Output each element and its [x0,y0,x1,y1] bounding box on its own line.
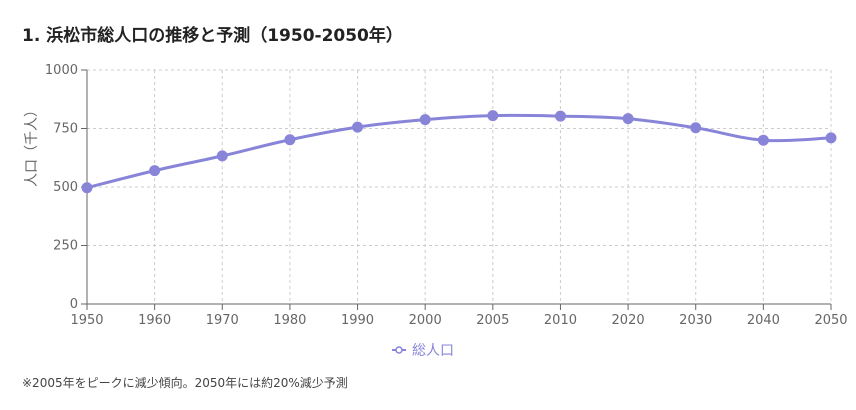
y-tick-label: 1000 [45,63,78,78]
legend-line-marker-icon [392,346,406,354]
x-tick-label: 2010 [544,313,577,328]
data-point-2030[interactable] [690,122,702,134]
x-tick-label: 1960 [138,313,171,328]
x-tick-label: 1980 [273,313,306,328]
x-tick-label: 2020 [612,313,645,328]
data-point-2040[interactable] [757,134,769,146]
data-point-1960[interactable] [149,165,161,177]
y-tick-label: 250 [53,239,78,254]
x-axis-ticks: 1950 1960 1970 1980 1990 2000 2005 2010 2020 2030… [70,304,848,328]
data-point-2010[interactable] [554,110,566,122]
x-tick-label: 1990 [341,313,374,328]
legend-label-total-population: 総人口 [412,343,454,359]
footnote: ※2005年をピークに減少傾向。2050年には約20%減少予測 [22,376,348,390]
data-point-2020[interactable] [622,113,634,125]
data-point-1950[interactable] [81,182,93,194]
chart-title: 1. 浜松市総人口の推移と予測（1950-2050年） [22,26,403,46]
x-tick-label: 2050 [814,313,847,328]
data-point-2050[interactable] [825,132,837,144]
line-chart: 0 250 500 750 1000 1950 1960 1970 1980 1990 2000 2… [24,63,848,328]
y-tick-label: 750 [53,122,78,137]
legend[interactable]: 総人口 [392,340,454,360]
x-tick-label: 2000 [409,313,442,328]
data-point-2005[interactable] [487,110,499,122]
x-tick-label: 1970 [206,313,239,328]
series-line-total-population [86,113,832,190]
x-tick-label: 2030 [679,313,712,328]
x-tick-label: 1950 [70,313,103,328]
y-tick-label: 500 [53,180,78,195]
x-tick-label: 2040 [747,313,780,328]
data-point-1970[interactable] [216,150,228,162]
x-tick-label: 2005 [476,313,509,328]
data-point-2000[interactable] [419,114,431,126]
data-points [81,110,837,194]
y-axis-label: 人口（千人） [24,103,40,187]
data-point-1990[interactable] [352,121,364,133]
grid [87,69,832,304]
y-axis-ticks: 0 250 500 750 1000 [45,63,87,312]
y-tick-label: 0 [70,297,78,312]
data-point-1980[interactable] [284,134,296,146]
series-lines [86,113,832,190]
